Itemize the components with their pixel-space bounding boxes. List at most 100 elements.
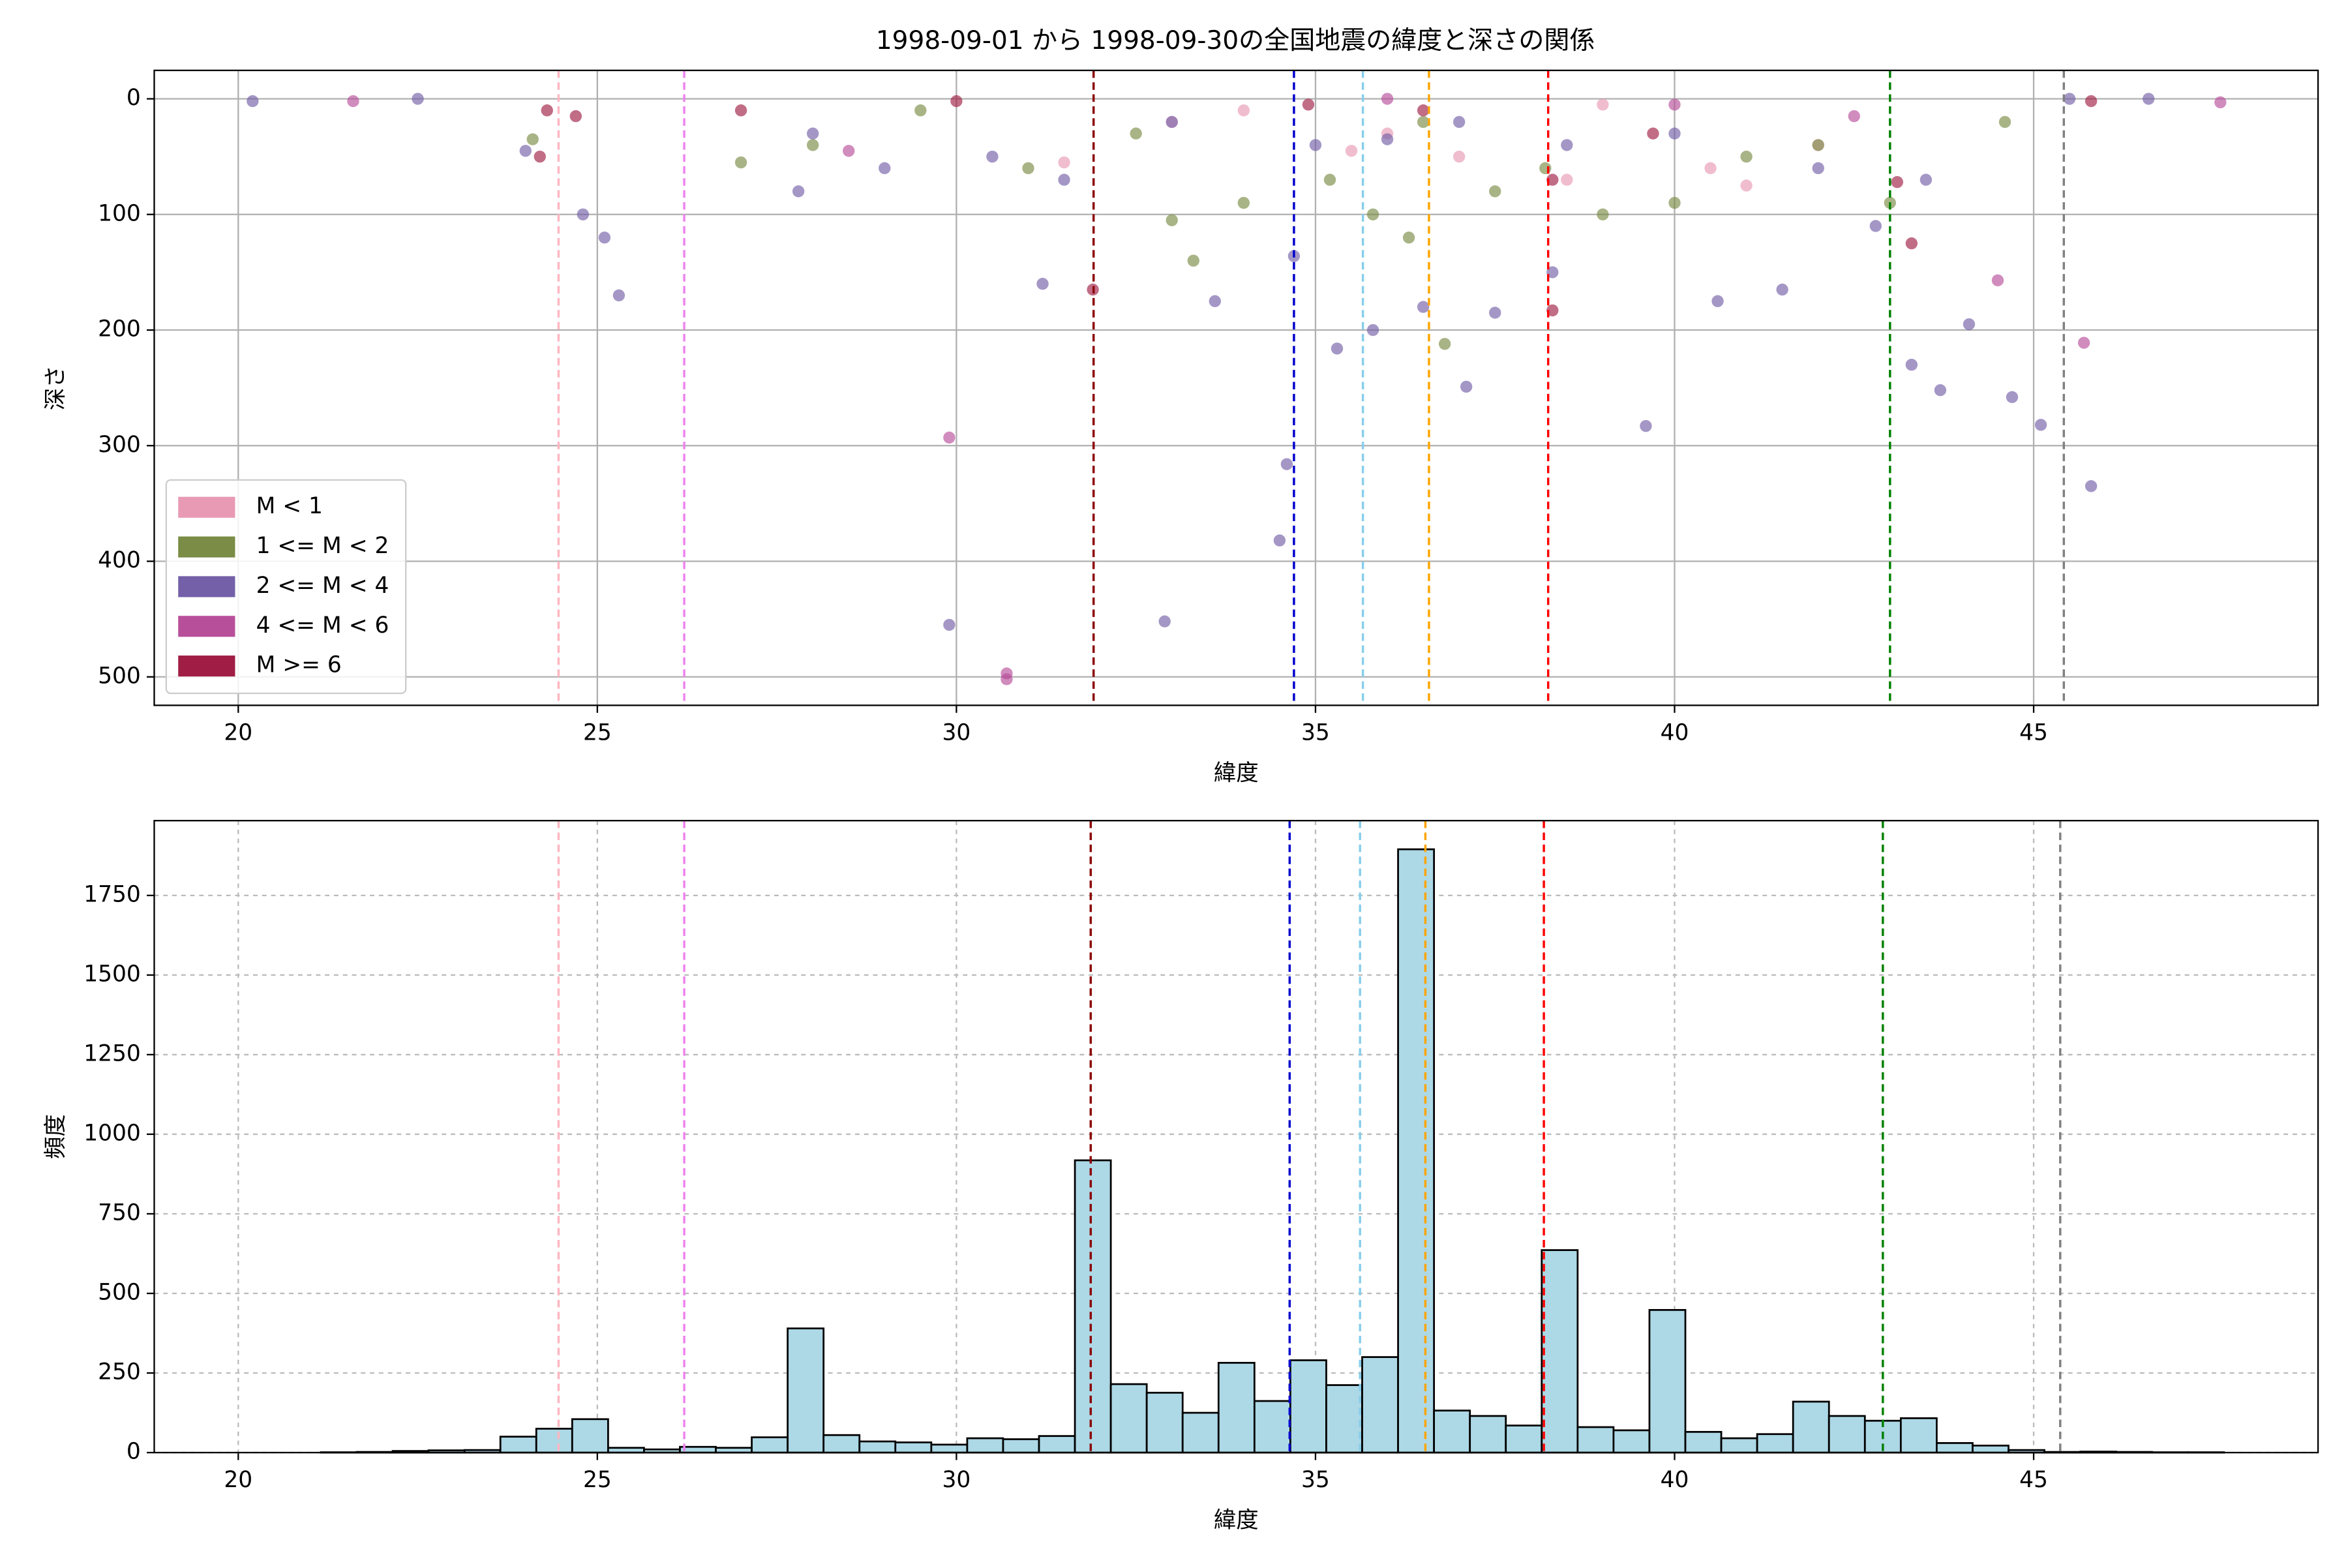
- bar: [1362, 1357, 1398, 1453]
- point: [1934, 384, 1946, 396]
- legend-swatch: [178, 656, 235, 676]
- point: [599, 232, 610, 243]
- point: [1331, 342, 1343, 354]
- x-tick-label: 25: [583, 1467, 612, 1493]
- bar: [860, 1441, 896, 1453]
- y-tick-label: 0: [127, 1439, 141, 1465]
- point: [1324, 173, 1336, 185]
- point: [986, 151, 998, 162]
- point: [1310, 139, 1321, 151]
- point: [577, 209, 589, 220]
- point: [914, 104, 926, 116]
- bar: [1614, 1430, 1649, 1453]
- point: [1813, 139, 1824, 151]
- point: [1166, 116, 1178, 128]
- y-tick-label: 500: [98, 663, 141, 689]
- point: [1346, 145, 1357, 157]
- point: [1776, 284, 1788, 295]
- point: [1668, 98, 1680, 110]
- bar: [536, 1428, 572, 1453]
- point: [1561, 173, 1573, 185]
- point: [1740, 151, 1752, 162]
- point: [1130, 128, 1141, 140]
- y-tick-label: 0: [127, 85, 141, 111]
- point: [2143, 93, 2154, 104]
- x-tick-label: 40: [1661, 720, 1689, 746]
- point: [807, 128, 819, 140]
- bar: [1147, 1393, 1182, 1453]
- point: [1439, 338, 1451, 350]
- point: [1906, 359, 1918, 370]
- bar: [1757, 1434, 1793, 1453]
- legend-label: M < 1: [256, 493, 323, 519]
- x-tick-label: 30: [942, 720, 971, 746]
- point: [1381, 133, 1393, 145]
- point: [1647, 128, 1659, 140]
- point: [613, 290, 625, 301]
- point: [1022, 162, 1034, 174]
- point: [1159, 616, 1171, 627]
- x-axis-label: 緯度: [1214, 760, 1259, 786]
- point: [247, 95, 258, 107]
- point: [1740, 179, 1752, 191]
- point: [1209, 295, 1221, 307]
- point: [1453, 116, 1465, 128]
- bar: [1182, 1413, 1218, 1453]
- point: [1188, 254, 1199, 266]
- legend-swatch: [178, 497, 235, 518]
- point: [1963, 318, 1975, 330]
- point: [1906, 237, 1918, 249]
- point: [735, 157, 747, 168]
- point: [2214, 97, 2226, 108]
- y-tick-label: 250: [98, 1359, 141, 1385]
- point: [1920, 173, 1932, 185]
- x-tick-label: 20: [224, 1467, 252, 1493]
- x-tick-label: 20: [224, 720, 252, 746]
- y-tick-label: 200: [98, 316, 141, 342]
- bar: [1721, 1438, 1757, 1453]
- point: [1891, 176, 1903, 188]
- point: [1561, 139, 1573, 151]
- bar: [788, 1329, 824, 1453]
- bar: [1793, 1402, 1829, 1453]
- point: [950, 95, 962, 107]
- x-tick-label: 25: [583, 720, 612, 746]
- bar: [1254, 1401, 1290, 1453]
- point: [1302, 98, 1314, 110]
- legend-label: M >= 6: [256, 652, 342, 678]
- point: [1597, 98, 1608, 110]
- point: [1640, 420, 1651, 432]
- point: [879, 162, 890, 174]
- y-tick-label: 750: [98, 1199, 141, 1226]
- point: [1274, 534, 1286, 546]
- bar: [1972, 1445, 2008, 1453]
- bar: [1003, 1440, 1039, 1453]
- point: [792, 185, 804, 197]
- y-tick-label: 1500: [83, 961, 141, 987]
- point: [2064, 93, 2075, 104]
- point: [943, 619, 955, 631]
- x-tick-label: 45: [2019, 720, 2048, 746]
- point: [1704, 162, 1716, 174]
- bar: [1326, 1385, 1362, 1453]
- point: [1813, 162, 1824, 174]
- point: [1489, 185, 1501, 197]
- legend-label: 1 <= M < 2: [256, 533, 389, 559]
- y-tick-label: 1250: [83, 1040, 141, 1066]
- point: [1367, 209, 1379, 220]
- point: [1367, 324, 1379, 336]
- point: [534, 151, 546, 162]
- bar: [1685, 1432, 1721, 1453]
- point: [1417, 116, 1429, 128]
- y-tick-label: 500: [98, 1279, 141, 1305]
- bar: [1039, 1436, 1075, 1453]
- y-tick-label: 1000: [83, 1120, 141, 1146]
- point: [843, 145, 854, 157]
- point: [1668, 128, 1680, 140]
- chart-title: 1998-09-01 から 1998-09-30の全国地震の緯度と深さの関係: [876, 26, 1595, 55]
- bar: [931, 1445, 967, 1453]
- point: [541, 104, 553, 116]
